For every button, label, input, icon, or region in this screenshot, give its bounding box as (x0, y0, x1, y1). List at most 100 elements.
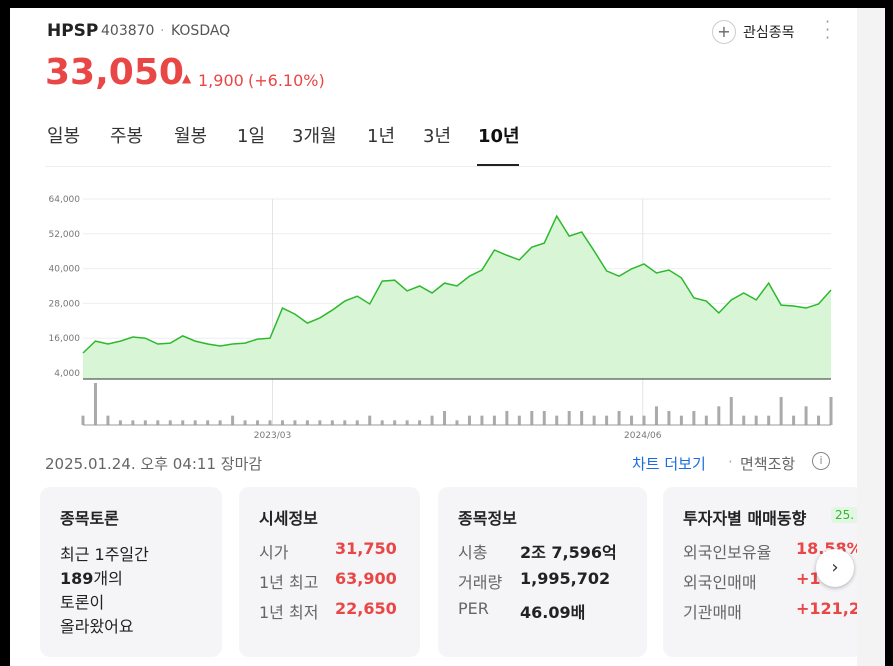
volume-bar (443, 411, 447, 425)
row-label: 시가 (259, 543, 289, 562)
volume-bar (817, 415, 821, 425)
price-rate: (+6.10%) (248, 71, 325, 90)
volume-bar (81, 415, 85, 425)
tab[interactable]: 10년 (478, 126, 520, 147)
volume-bar (630, 415, 634, 425)
stock-code: 403870 (101, 23, 155, 39)
volume-bar (330, 420, 334, 425)
volume-bar (667, 411, 671, 425)
volume-bar (231, 415, 235, 425)
tab[interactable]: 월봉 (174, 126, 208, 147)
info-icon[interactable]: i (812, 452, 830, 470)
volume-bar (393, 420, 397, 425)
line (82, 214, 832, 354)
volume-bar (106, 415, 110, 425)
count: 189 (60, 569, 94, 588)
card-quote[interactable]: 시세정보 시가 31,750 1년 최고 63,900 1년 최저 22,650 (239, 487, 420, 657)
row-label: 기관매매 (683, 603, 742, 622)
volume-bar (368, 415, 372, 425)
tab[interactable]: 3개월 (292, 126, 337, 147)
volume-bar (218, 420, 222, 425)
volume-bar (143, 420, 147, 425)
card-line: 토론이 (60, 593, 105, 612)
volume-bar (505, 411, 509, 425)
volume-bar (193, 420, 197, 425)
badge: 25. (831, 507, 857, 523)
card-info[interactable]: 종목정보 시총 2조 7,596억 거래량 1,995,702 PER 46.09배 (438, 487, 647, 657)
volume-bar (642, 415, 646, 425)
dot: · (728, 453, 733, 471)
card-line: 189개의 (60, 565, 123, 589)
volume-bar (517, 415, 521, 425)
volume-bar (605, 415, 609, 425)
tab[interactable]: 3년 (423, 126, 452, 147)
card-title: 투자자별 매매동향 (683, 509, 807, 528)
row-value: 46.09배 (520, 603, 586, 622)
watch-button[interactable]: 관심종목 (743, 25, 795, 41)
row-label: 거래량 (458, 573, 503, 592)
volume-bar (580, 411, 584, 425)
disclaimer[interactable]: 면책조항 (740, 455, 796, 473)
volume-bar (256, 420, 260, 425)
chart-more[interactable]: 차트 더보기 (632, 455, 706, 473)
y-tick-label: 64,000 (49, 195, 81, 205)
row-label: 외국인보유율 (683, 543, 772, 562)
row-label: 외국인매매 (683, 573, 757, 592)
row-value: 2조 7,596억 (520, 543, 617, 562)
card-discussion[interactable]: 종목토론 최근 1주일간 189개의 토론이 올라왔어요 (40, 487, 222, 657)
add-icon[interactable]: + (712, 20, 736, 44)
row-label: 1년 최고 (259, 573, 319, 592)
volume-bar (355, 420, 359, 425)
volume-bar (293, 420, 297, 425)
stock-name: HPSP (47, 21, 99, 41)
volume-bar (779, 397, 783, 425)
x-tick-label: 2023/03 (254, 431, 291, 441)
tab[interactable]: 1일 (237, 126, 266, 147)
market: KOSDAQ (171, 23, 231, 39)
dot: · (160, 23, 165, 39)
volume-bar (692, 411, 696, 425)
volume-bar (206, 420, 210, 425)
row-value: 31,750 (335, 539, 397, 558)
volume-bar (318, 420, 322, 425)
card-title: 시세정보 (259, 509, 318, 528)
row-value: 1,995,702 (520, 569, 611, 588)
up-arrow: ▲ (182, 71, 192, 85)
separator (45, 166, 831, 167)
more-menu[interactable]: · · · (825, 12, 831, 47)
tab[interactable]: 1년 (367, 126, 396, 147)
volume-bar (804, 406, 808, 425)
y-tick-label: 4,000 (54, 369, 80, 379)
row-label: 1년 최저 (259, 603, 319, 622)
gutter (857, 8, 885, 666)
volume-bar (343, 420, 347, 425)
volume-bar (131, 420, 135, 425)
volume-bar (243, 420, 247, 425)
row-value: 22,650 (335, 599, 397, 618)
volume-bar (617, 411, 621, 425)
y-tick-label: 16,000 (49, 334, 81, 344)
row-label: PER (458, 599, 489, 618)
volume-bar (93, 383, 97, 425)
next-button[interactable]: › (816, 549, 854, 587)
volume-bar (555, 415, 559, 425)
tab[interactable]: 일봉 (47, 126, 81, 147)
volume-bar (380, 420, 384, 425)
current-price: 33,050 (45, 52, 184, 93)
volume-bar (467, 415, 471, 425)
price-change: 1,900 (198, 71, 244, 90)
volume-bar (704, 415, 708, 425)
volume-bar (418, 420, 422, 425)
chart: 4,000 16,000 28,000 40,000 52,000 64,000 2023/… (49, 195, 833, 441)
volume-bar (492, 415, 496, 425)
volume-bar (679, 415, 683, 425)
volume-bar (754, 415, 758, 425)
volume-bar (567, 411, 571, 425)
tab[interactable]: 주봉 (110, 126, 144, 147)
row-value: +1 (796, 569, 821, 588)
card-line: 최근 1주일간 (60, 545, 149, 564)
volume-bar (268, 420, 272, 425)
volume-bar (118, 420, 122, 425)
volume-bar (280, 420, 284, 425)
